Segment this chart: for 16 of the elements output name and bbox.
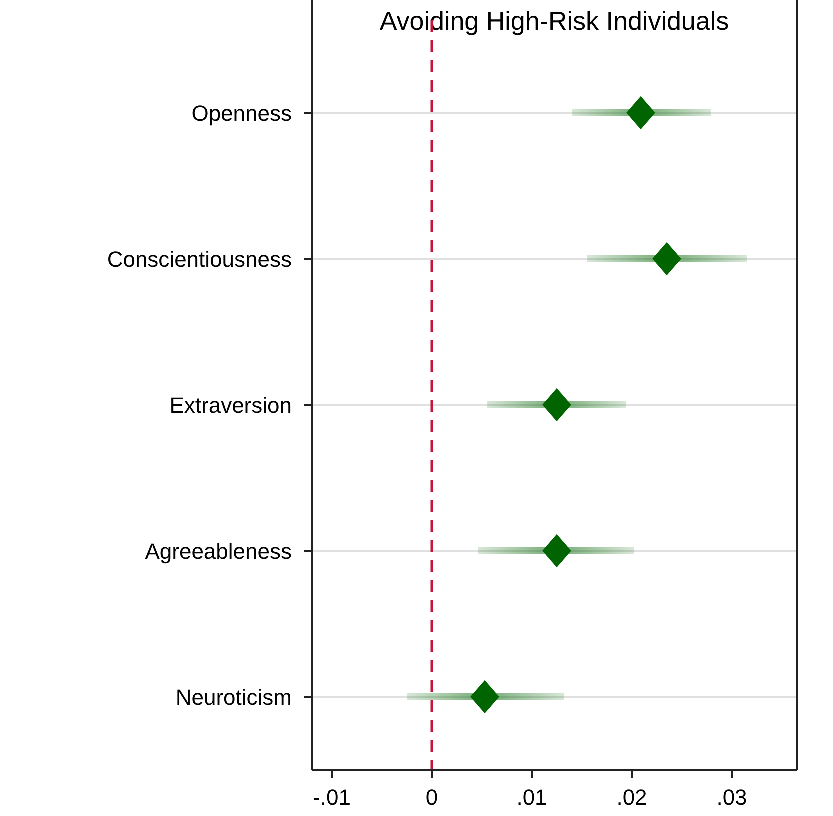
y-tick-label: Agreeableness (145, 539, 292, 564)
point (626, 96, 656, 130)
y-tick-label: Conscientiousness (107, 247, 292, 272)
y-tick-label: Neuroticism (176, 685, 292, 710)
point (542, 534, 572, 568)
point (470, 680, 500, 714)
point (652, 242, 682, 276)
x-tick-label: .02 (616, 785, 648, 810)
y-tick-label: Extraversion (170, 393, 292, 418)
x-tick-label: .01 (516, 785, 548, 810)
point (542, 388, 572, 422)
x-tick-label: -.01 (313, 785, 351, 810)
x-tick-label: 0 (426, 785, 438, 810)
chart-title: Avoiding High-Risk Individuals (380, 6, 730, 36)
x-tick-label: .03 (716, 785, 748, 810)
y-tick-label: Openness (192, 101, 292, 126)
